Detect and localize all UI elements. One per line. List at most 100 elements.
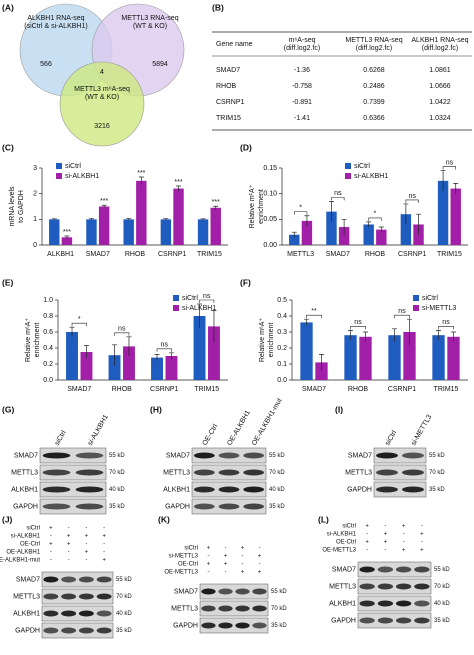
error-bar (416, 213, 422, 235)
blot-band (61, 627, 77, 634)
kd-label: 70 kD (269, 470, 285, 476)
condition-sign: - (85, 526, 87, 532)
lane-label: si-ALKBH1 (87, 414, 110, 447)
blot-strip (357, 561, 432, 578)
blot-band (96, 576, 112, 583)
x-tick-label: CSRNP1 (398, 251, 427, 258)
table-cell: 1.0422 (429, 99, 451, 106)
y-axis-label: enrichment (258, 189, 265, 224)
table-cell: CSRNP1 (216, 99, 245, 106)
error-bar (51, 218, 57, 220)
panel-label: (A) (2, 2, 14, 12)
significance-label: * (374, 211, 377, 218)
blot-band (43, 576, 59, 583)
x-tick-label: RHOB (125, 251, 146, 258)
x-tick-label: RHOB (348, 386, 369, 393)
condition-sign: - (225, 546, 227, 552)
y-tick-label: 0.6 (43, 329, 53, 336)
blot-band (61, 576, 77, 583)
blot-strip (41, 588, 114, 605)
condition-sign: - (366, 548, 368, 554)
table-cell: SMAD7 (216, 67, 240, 74)
significance-label: ** (311, 308, 317, 315)
blot-band (193, 503, 215, 510)
blot-band (377, 600, 394, 607)
bar (49, 219, 60, 245)
blot-band (359, 617, 375, 624)
significance-bracket (442, 166, 457, 170)
y-tick-label: 0.10 (263, 191, 277, 198)
condition-sign: - (103, 550, 105, 556)
bar (359, 336, 372, 380)
blot-strip (373, 464, 427, 481)
condition-sign: + (258, 554, 262, 560)
condition-sign: - (366, 532, 368, 538)
protein-label: METTL3 (171, 605, 198, 612)
protein-label: METTL3 (13, 593, 40, 600)
bar (432, 335, 445, 380)
protein-label: GAPDH (165, 503, 190, 510)
venn-count: 3216 (94, 123, 110, 130)
blot-band (61, 610, 77, 617)
error-bar (200, 218, 206, 220)
condition-label: OE-Ctrl (20, 542, 40, 548)
y-tick-label: 2 (33, 191, 37, 198)
y-tick-label: 0 (33, 242, 37, 249)
legend-label: si-ALKBH1 (354, 173, 388, 180)
bar (193, 316, 206, 380)
blot-band (42, 452, 71, 459)
x-tick-label: TRIM15 (197, 251, 222, 258)
condition-sign: + (420, 532, 424, 538)
kd-label: 40 kD (269, 487, 285, 493)
condition-sign: + (85, 534, 89, 540)
kd-label: 70 kD (434, 584, 450, 590)
panel-label: (I) (335, 404, 343, 414)
condition-sign: + (49, 526, 53, 532)
significance-label: * (299, 205, 302, 212)
y-tick-label: 0.5 (277, 297, 287, 304)
table-header: m⁶A-seq (289, 37, 316, 44)
bar (108, 355, 121, 380)
bar (61, 237, 73, 245)
x-tick-label: TRIM15 (434, 386, 459, 393)
y-tick-label: 1 (33, 216, 37, 223)
significance-label: ns (442, 319, 450, 326)
blot-band (193, 452, 215, 459)
blot-band (402, 452, 424, 459)
error-bar (126, 336, 132, 356)
significance-bracket (71, 322, 87, 327)
blot-band (43, 627, 59, 634)
bar (165, 356, 178, 380)
panel-label: (E) (2, 277, 14, 287)
panel-label: (B) (212, 2, 224, 12)
blot-band (376, 452, 398, 459)
venn-label: (siCtrl & si-ALKBH1) (24, 23, 87, 30)
legend-swatch (413, 295, 419, 301)
condition-sign: - (242, 562, 244, 568)
condition-sign: - (103, 526, 105, 532)
y-tick-label: 0.2 (277, 345, 287, 352)
condition-sign: + (85, 550, 89, 556)
error-bar (440, 170, 446, 192)
significance-label: ns (334, 190, 342, 197)
blot-band (414, 566, 430, 573)
legend-label: siCtrl (422, 295, 438, 302)
blot-band (42, 486, 71, 493)
y-axis-label: Relative m⁶A⁺ (25, 318, 32, 363)
bar (450, 188, 461, 245)
blot-band (359, 566, 375, 573)
condition-sign: + (49, 542, 53, 548)
blot-band (193, 486, 215, 493)
significance-bracket (350, 326, 366, 330)
x-tick-label: TRIM15 (194, 386, 219, 393)
protein-label: SMAD7 (332, 566, 356, 573)
blot-band (78, 610, 94, 617)
blot-band (218, 605, 233, 612)
condition-sign: + (67, 534, 71, 540)
blot-band (42, 503, 71, 510)
condition-sign: - (68, 558, 70, 564)
blot-band (78, 576, 94, 583)
error-bar (168, 352, 174, 360)
condition-sign: + (384, 532, 388, 538)
condition-label: si-ALKBH1 (327, 532, 357, 538)
